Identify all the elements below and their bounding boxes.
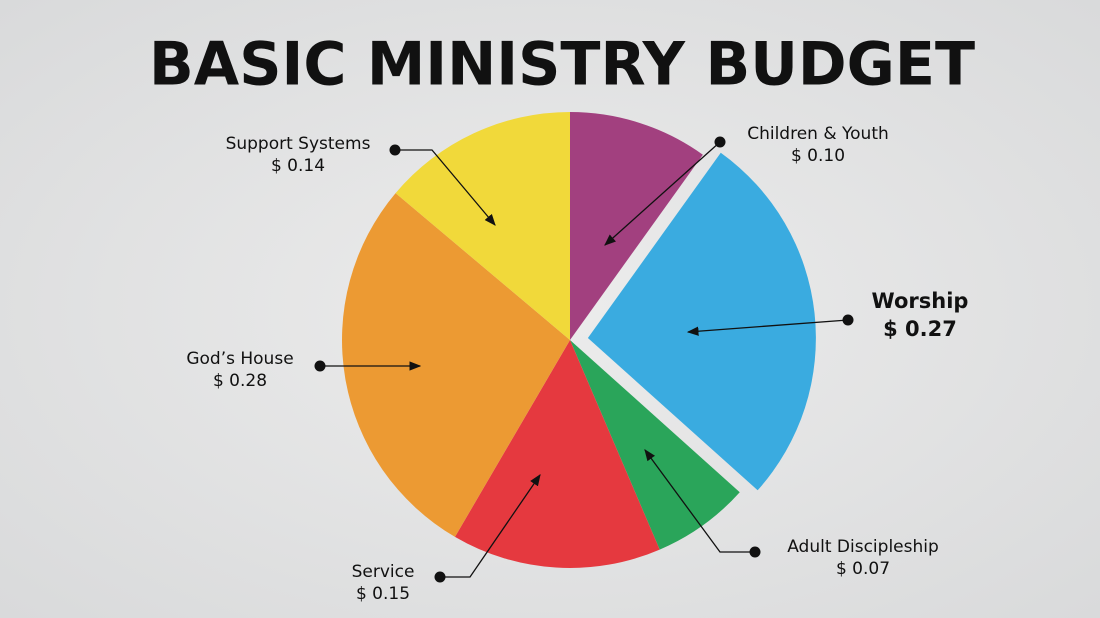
slice-label: Service: [352, 562, 415, 582]
slice-label: Worship: [872, 289, 969, 313]
leader-dot: [749, 546, 761, 558]
slice-value: $ 0.27: [883, 317, 957, 341]
slice-value: $ 0.14: [271, 156, 325, 176]
leader-dot: [314, 360, 326, 372]
leader-dot: [434, 571, 446, 583]
leader-dot: [842, 314, 854, 326]
leader-line: [440, 474, 541, 578]
slice-label: Children & Youth: [747, 124, 889, 144]
slice-label: God’s House: [186, 349, 293, 369]
chart-title: BASIC MINISTRY BUDGET: [149, 30, 975, 100]
slice-value: $ 0.07: [836, 559, 890, 579]
slice-value: $ 0.15: [356, 584, 410, 604]
pie-slice: [570, 340, 740, 550]
slice-label: Support Systems: [226, 134, 371, 154]
pie-slice: [454, 340, 660, 568]
pie-slice: [587, 152, 816, 491]
leader-line: [395, 149, 496, 226]
leader-dot: [714, 136, 726, 148]
pie-slice: [570, 112, 703, 340]
leader-line: [686, 319, 849, 336]
pie-slice: [342, 193, 570, 537]
leader-dot: [389, 144, 401, 156]
leader-line: [644, 449, 755, 553]
leader-line: [604, 141, 721, 246]
slice-label: Adult Discipleship: [787, 537, 939, 557]
slice-value: $ 0.28: [213, 371, 267, 391]
slice-value: $ 0.10: [791, 146, 845, 166]
pie-slice: [395, 112, 570, 340]
